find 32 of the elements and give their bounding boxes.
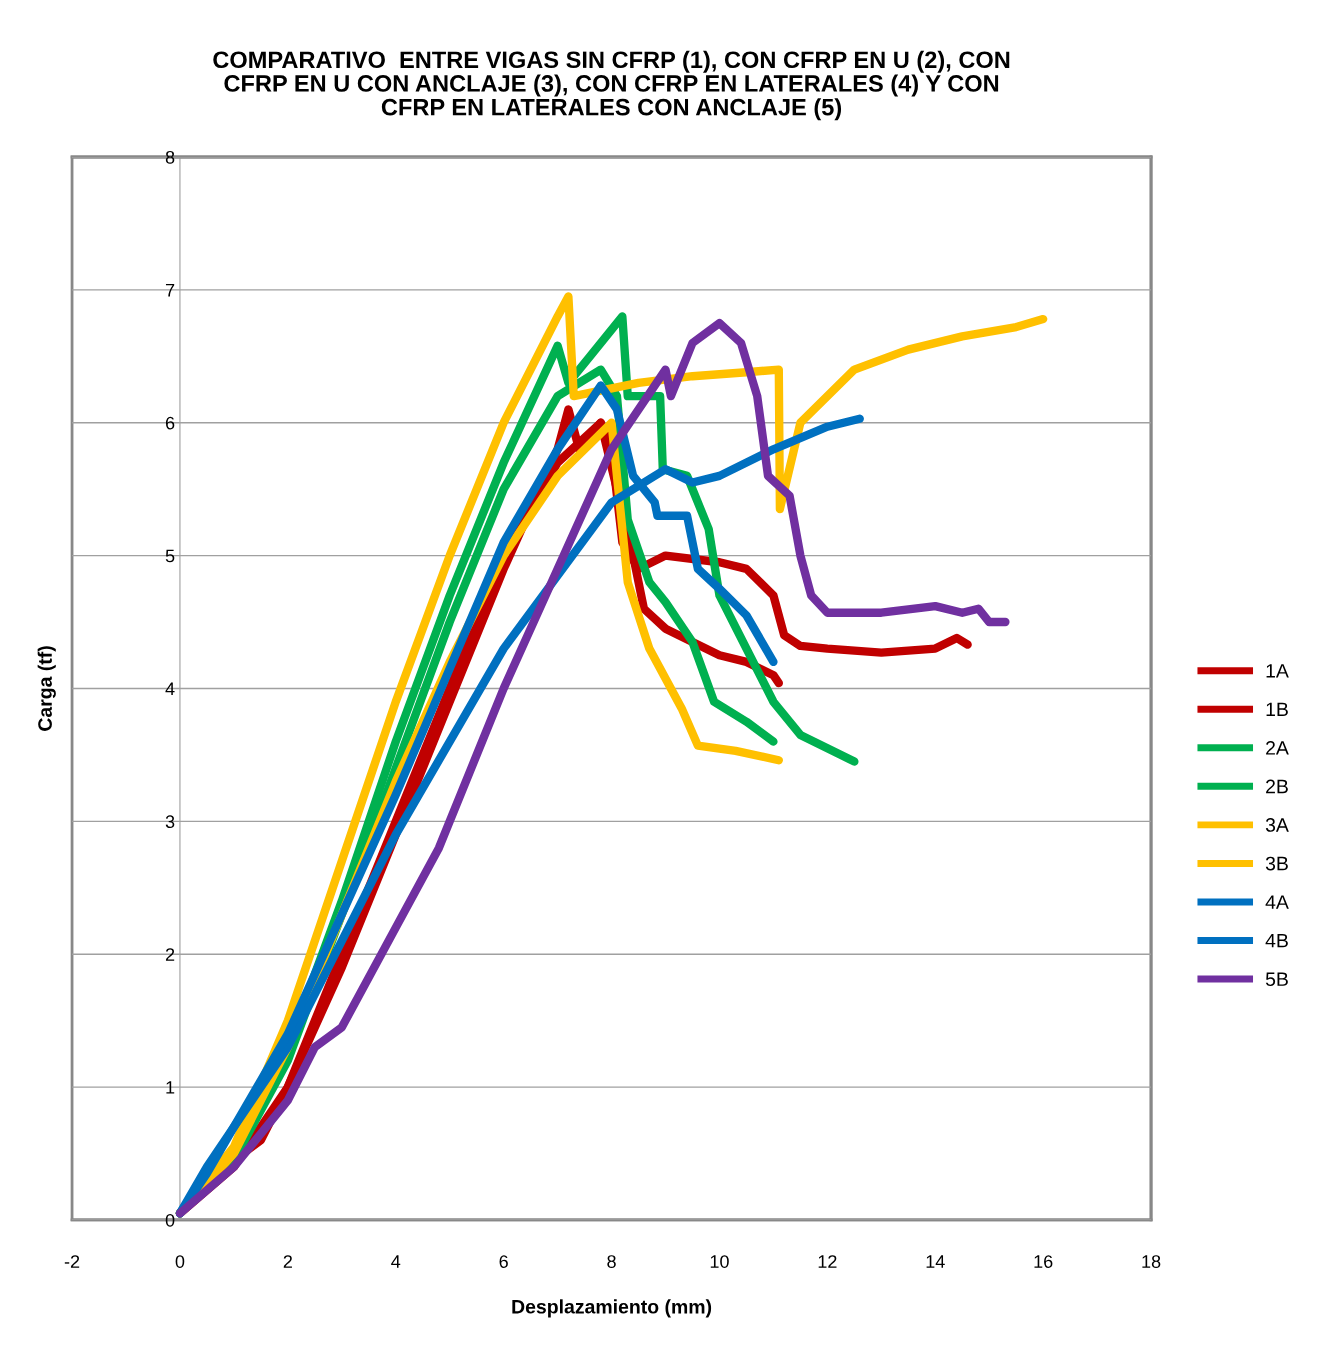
chart-title: COMPARATIVO ENTRE VIGAS SIN CFRP (1), CON CFRP EN U (2), CON CFRP EN U CON ANCLAJE (3), CON CFRP EN LATERALES (4) Y CON CFRP EN LATERALES CON ANCLAJE (5) [213, 50, 1010, 121]
x-tick-label: 8 [607, 1255, 616, 1268]
y-tick-label: 5 [165, 549, 175, 563]
x-tick-label: 2 [283, 1255, 292, 1268]
y-tick-label: 4 [165, 682, 175, 696]
x-tick-label: 18 [1142, 1255, 1161, 1268]
y-tick-label: 3 [165, 815, 175, 829]
x-tick-label: 0 [175, 1255, 185, 1268]
legend-label: 3A [1265, 818, 1289, 832]
legend-label: 4A [1265, 895, 1289, 909]
x-tick-label: 6 [499, 1255, 508, 1268]
y-tick-label: 0 [165, 1213, 175, 1227]
legend-label: 2A [1266, 741, 1289, 755]
legend-label: 4B [1265, 933, 1288, 948]
x-tick-label: 12 [818, 1255, 837, 1268]
y-tick-label: 2 [165, 948, 175, 961]
legend-label: 3B [1265, 856, 1288, 871]
y-axis-title: Carga (tf) [37, 646, 56, 731]
y-tick-label: 7 [165, 283, 175, 297]
legend-label: 5B [1265, 972, 1288, 987]
legend-label: 2B [1266, 779, 1288, 794]
x-axis-title: Desplazamiento (mm) [512, 1299, 712, 1318]
x-tick-label: -2 [64, 1255, 80, 1268]
y-tick-label: 6 [165, 416, 175, 430]
x-tick-label: 10 [710, 1255, 729, 1268]
y-tick-label: 1 [166, 1081, 175, 1094]
legend-label: 1B [1266, 702, 1288, 717]
x-tick-label: 14 [926, 1255, 945, 1268]
y-tick-label: 8 [165, 150, 175, 164]
x-tick-label: 4 [391, 1255, 401, 1268]
legend-label: 1A [1266, 664, 1289, 678]
x-tick-label: 16 [1034, 1255, 1053, 1268]
